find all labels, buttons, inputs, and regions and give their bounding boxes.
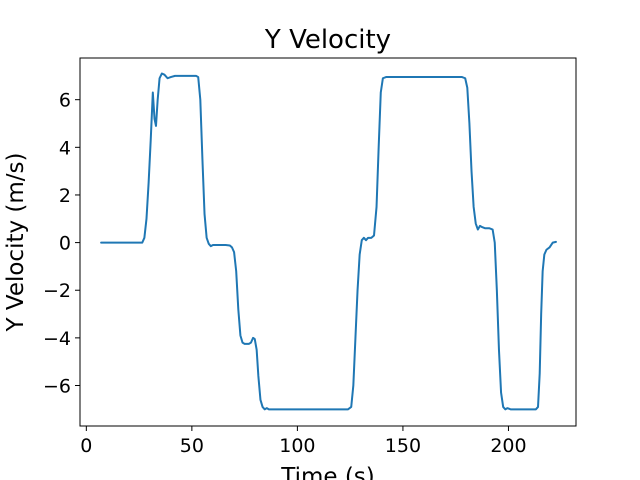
y-tick-label: −6 [43,376,71,398]
x-axis: 0 50 100 150 200 [80,426,527,457]
y-axis: −6 −4 −2 0 2 4 6 [43,90,80,398]
x-axis-label: Time (s) [280,464,375,480]
x-tick-label: 50 [180,435,204,457]
x-tick-label: 150 [385,435,421,457]
y-tick-label: 4 [59,137,71,159]
y-tick-label: −2 [43,280,71,302]
y-axis-label: Y Velocity (m/s) [3,153,29,333]
y-tick-label: 2 [59,185,71,207]
y-tick-label: 0 [59,233,71,255]
plot-area [79,57,577,427]
plot-frame [79,57,577,427]
y-tick-label: −4 [43,328,71,350]
y-tick-label: 6 [59,90,71,112]
chart-title: Y Velocity [264,25,391,55]
x-tick-label: 0 [80,435,92,457]
x-tick-label: 100 [279,435,315,457]
x-tick-label: 200 [490,435,526,457]
series-line [100,72,557,411]
